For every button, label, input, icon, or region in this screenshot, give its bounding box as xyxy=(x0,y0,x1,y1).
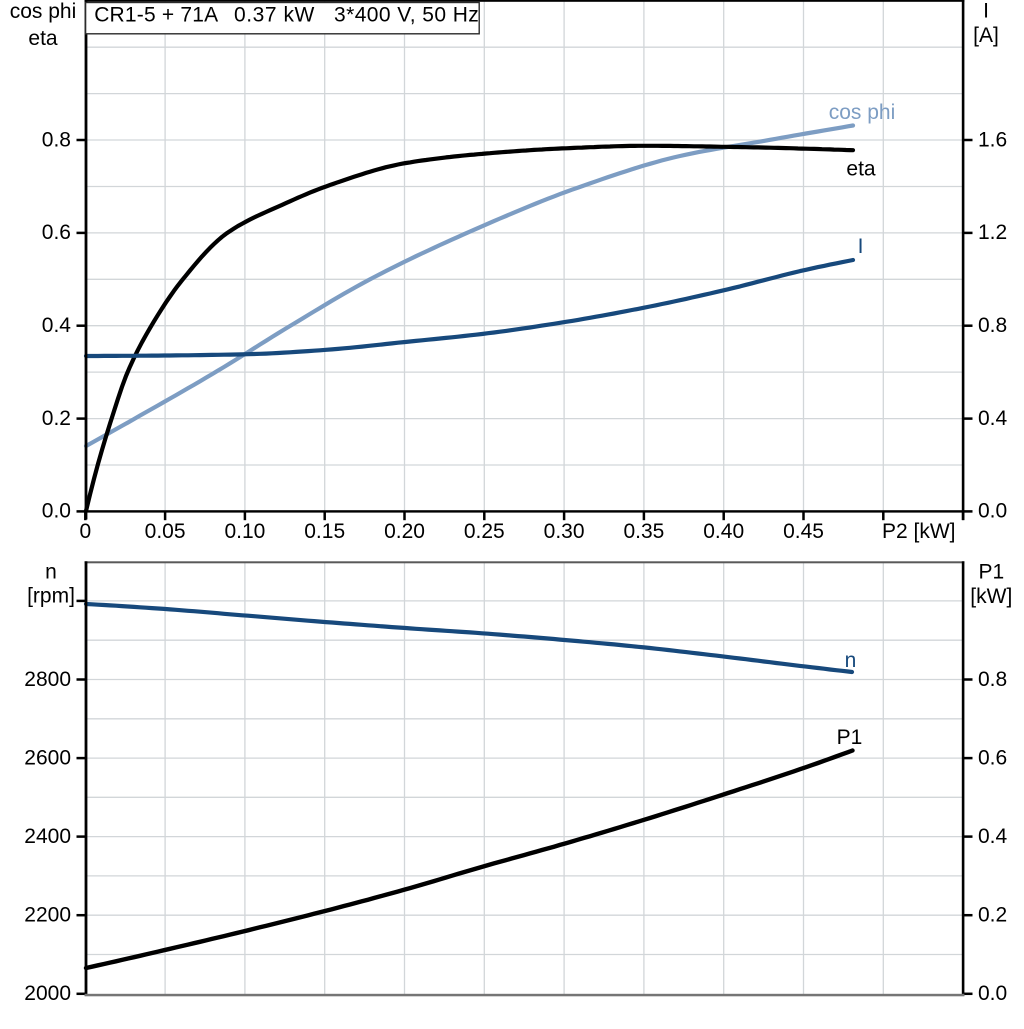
svg-text:1.6: 1.6 xyxy=(978,128,1007,151)
svg-text:2800: 2800 xyxy=(24,668,71,691)
svg-text:I: I xyxy=(983,0,989,23)
svg-text:0.30: 0.30 xyxy=(544,520,585,543)
svg-text:[kW]: [kW] xyxy=(970,585,1012,608)
svg-text:0.4: 0.4 xyxy=(978,825,1008,848)
svg-text:P1: P1 xyxy=(978,561,1004,584)
svg-text:0.6: 0.6 xyxy=(978,746,1007,769)
svg-text:3*400 V, 50 Hz: 3*400 V, 50 Hz xyxy=(334,4,479,27)
svg-text:P2 [kW]: P2 [kW] xyxy=(882,520,956,543)
svg-text:1.2: 1.2 xyxy=(978,221,1007,244)
svg-text:0.35: 0.35 xyxy=(623,520,664,543)
svg-text:0.40: 0.40 xyxy=(703,520,744,543)
svg-text:cos phi: cos phi xyxy=(10,0,77,23)
svg-text:0.25: 0.25 xyxy=(464,520,505,543)
svg-text:P1: P1 xyxy=(837,726,863,749)
svg-text:2400: 2400 xyxy=(24,825,71,848)
svg-text:0.8: 0.8 xyxy=(978,314,1007,337)
svg-text:CR1-5 + 71A: CR1-5 + 71A xyxy=(94,4,218,27)
svg-text:2600: 2600 xyxy=(24,746,71,769)
svg-text:0.4: 0.4 xyxy=(42,314,72,337)
svg-text:0: 0 xyxy=(79,520,91,543)
svg-text:0.6: 0.6 xyxy=(42,221,71,244)
svg-text:0.45: 0.45 xyxy=(783,520,824,543)
svg-text:0.10: 0.10 xyxy=(224,520,265,543)
svg-text:2200: 2200 xyxy=(24,904,71,927)
svg-text:0.0: 0.0 xyxy=(978,500,1007,523)
svg-text:eta: eta xyxy=(846,158,876,181)
svg-text:cos phi: cos phi xyxy=(829,101,896,124)
svg-text:0.2: 0.2 xyxy=(42,407,71,430)
svg-text:eta: eta xyxy=(28,27,58,50)
svg-text:I: I xyxy=(858,235,864,258)
svg-text:n: n xyxy=(845,649,857,672)
svg-text:[A]: [A] xyxy=(973,24,999,47)
svg-text:0.8: 0.8 xyxy=(42,128,71,151)
svg-text:[rpm]: [rpm] xyxy=(27,585,75,608)
svg-text:0.20: 0.20 xyxy=(384,520,425,543)
svg-text:2000: 2000 xyxy=(24,982,71,1005)
svg-text:0.37 kW: 0.37 kW xyxy=(234,4,315,27)
svg-text:0.4: 0.4 xyxy=(978,407,1008,430)
svg-text:0.05: 0.05 xyxy=(145,520,186,543)
svg-text:0.0: 0.0 xyxy=(978,982,1007,1005)
svg-text:0.2: 0.2 xyxy=(978,904,1007,927)
svg-text:n: n xyxy=(45,561,57,584)
svg-text:0.8: 0.8 xyxy=(978,668,1007,691)
svg-text:0.15: 0.15 xyxy=(304,520,345,543)
svg-text:0.0: 0.0 xyxy=(42,500,71,523)
